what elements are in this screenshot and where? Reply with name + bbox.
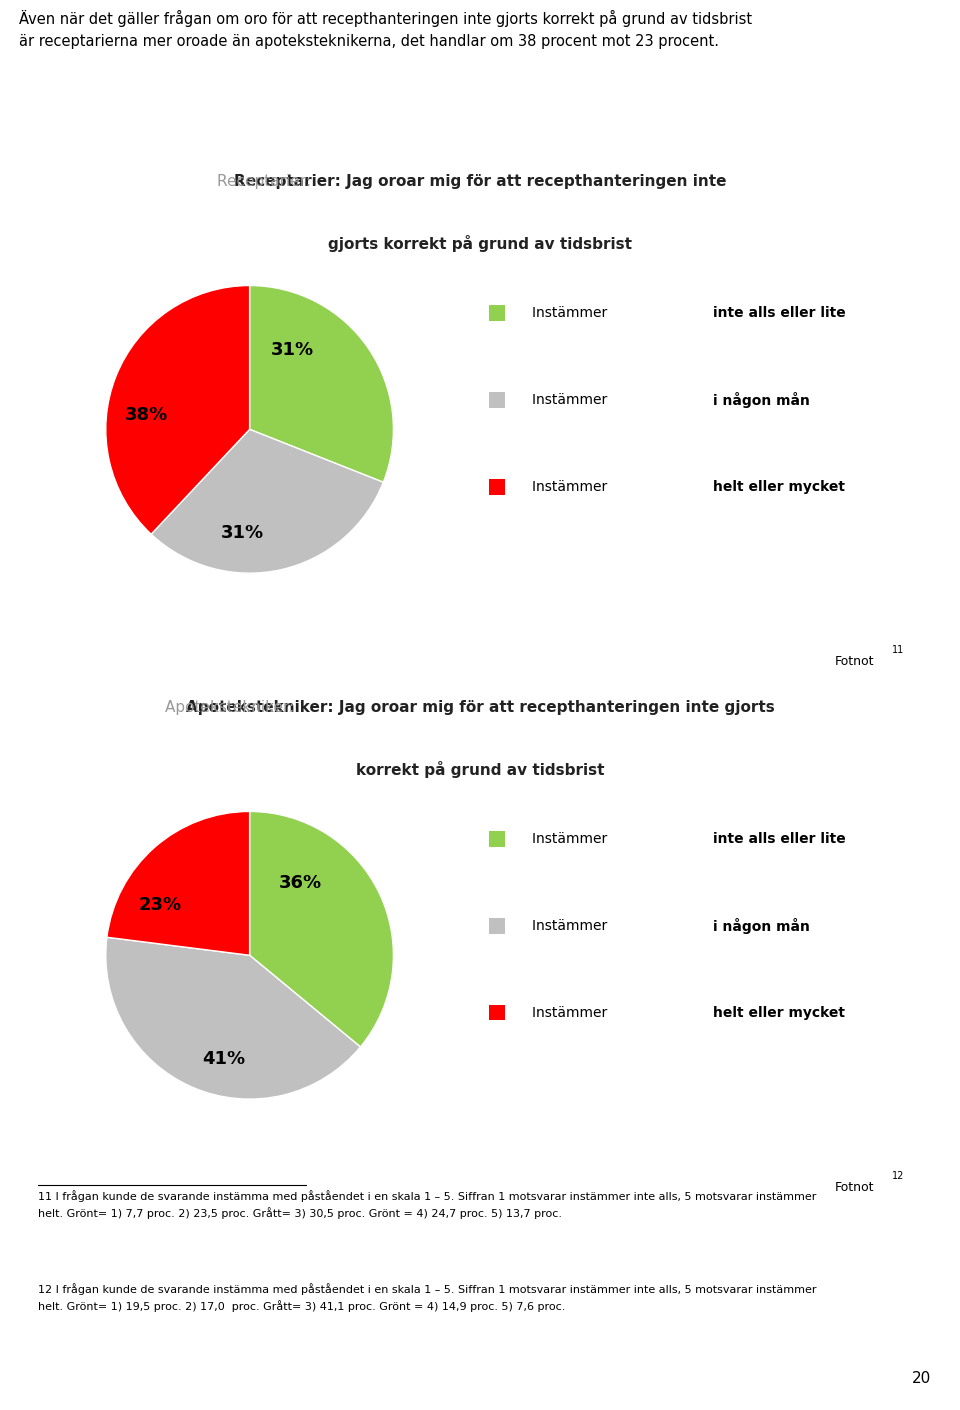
Text: Fotnot: Fotnot — [834, 656, 875, 668]
Text: 12: 12 — [893, 1170, 904, 1180]
Bar — [489, 478, 505, 495]
Wedge shape — [107, 812, 250, 956]
Text: 31%: 31% — [221, 525, 264, 541]
Text: 11: 11 — [893, 644, 904, 654]
Text: 11 I frågan kunde de svarande instämma med påståendet i en skala 1 – 5. Siffran : 11 I frågan kunde de svarande instämma m… — [38, 1190, 817, 1218]
Bar — [489, 392, 505, 407]
Text: Receptarier:: Receptarier: — [217, 173, 316, 189]
Text: inte alls eller lite: inte alls eller lite — [712, 832, 846, 846]
Text: Apotekstekniker: Jag oroar mig för att recepthanteringen inte gjorts: Apotekstekniker: Jag oroar mig för att r… — [185, 699, 775, 715]
Text: Instämmer: Instämmer — [532, 832, 612, 846]
Wedge shape — [250, 812, 394, 1048]
Wedge shape — [250, 285, 394, 482]
Text: korrekt på grund av tidsbrist: korrekt på grund av tidsbrist — [356, 761, 604, 778]
Text: Fotnot: Fotnot — [834, 1182, 875, 1194]
Text: 41%: 41% — [203, 1050, 245, 1067]
Bar — [489, 305, 505, 321]
Text: inte alls eller lite: inte alls eller lite — [712, 306, 846, 320]
Text: Instämmer: Instämmer — [532, 479, 612, 493]
Text: 36%: 36% — [278, 874, 322, 893]
Text: 23%: 23% — [139, 895, 182, 914]
Text: Instämmer: Instämmer — [532, 1005, 612, 1019]
Text: gjorts korrekt på grund av tidsbrist: gjorts korrekt på grund av tidsbrist — [328, 235, 632, 252]
Text: Apotekstekniker:: Apotekstekniker: — [165, 699, 300, 715]
Bar — [489, 1004, 505, 1021]
Text: i någon mån: i någon mån — [712, 918, 809, 933]
Text: i någon mån: i någon mån — [712, 392, 809, 407]
Bar — [489, 918, 505, 933]
Text: Instämmer: Instämmer — [532, 919, 612, 933]
Text: 20: 20 — [912, 1371, 931, 1386]
Text: 12 I frågan kunde de svarande instämma med påståendet i en skala 1 – 5. Siffran : 12 I frågan kunde de svarande instämma m… — [38, 1283, 817, 1311]
Text: Instämmer: Instämmer — [532, 306, 612, 320]
Wedge shape — [151, 429, 383, 572]
Text: Receptarier: Jag oroar mig för att recepthanteringen inte: Receptarier: Jag oroar mig för att recep… — [233, 173, 727, 189]
Text: helt eller mycket: helt eller mycket — [712, 479, 845, 493]
Text: 31%: 31% — [271, 341, 314, 360]
Wedge shape — [106, 938, 360, 1098]
Text: helt eller mycket: helt eller mycket — [712, 1005, 845, 1019]
Bar — [489, 830, 505, 847]
Text: Även när det gäller frågan om oro för att recepthanteringen inte gjorts korrekt : Även när det gäller frågan om oro för at… — [19, 10, 753, 49]
Wedge shape — [106, 285, 250, 534]
Text: 38%: 38% — [125, 406, 168, 424]
Text: Instämmer: Instämmer — [532, 393, 612, 407]
